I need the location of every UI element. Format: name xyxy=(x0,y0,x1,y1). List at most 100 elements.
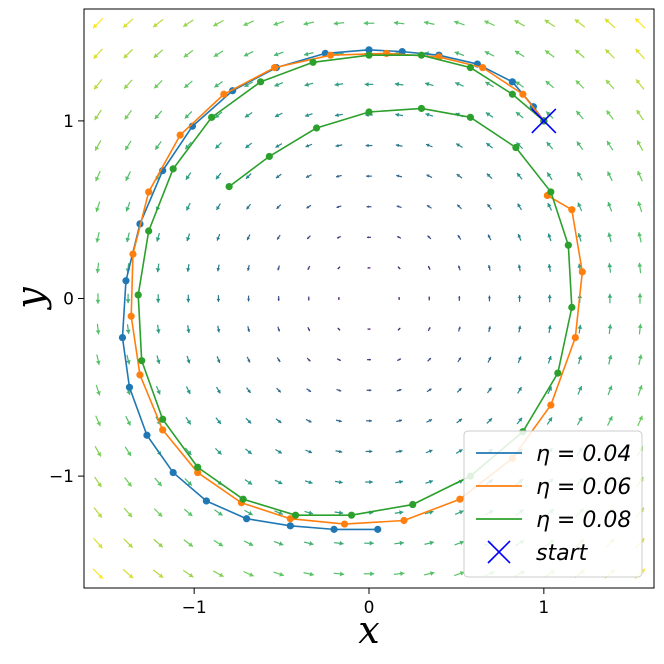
vector-arrow-head xyxy=(273,21,279,26)
vector-arrow xyxy=(95,354,101,366)
vector-arrow-head xyxy=(243,52,249,57)
vector-arrow-head xyxy=(398,327,401,330)
vector-arrow xyxy=(456,418,463,424)
vector-arrow xyxy=(274,82,284,87)
vector-arrow xyxy=(123,507,133,518)
vector-arrow xyxy=(277,326,281,332)
vector-arrow xyxy=(517,295,522,302)
vector-arrow-head xyxy=(336,174,339,178)
vector-arrow xyxy=(303,21,315,26)
vector-arrow xyxy=(637,415,643,427)
vector-arrow-head xyxy=(246,205,250,210)
vector-arrow-head xyxy=(125,237,131,243)
vector-arrow xyxy=(335,419,342,423)
vector-arrow xyxy=(636,140,644,151)
vector-arrow-head xyxy=(517,234,522,238)
vector-arrow-head xyxy=(486,173,491,178)
vector-arrow xyxy=(516,172,523,180)
vector-arrow-head xyxy=(308,419,312,423)
series-3 xyxy=(134,51,576,519)
vector-arrow-head xyxy=(365,143,369,148)
vector-arrow-head xyxy=(399,540,404,546)
vector-arrow xyxy=(337,266,341,270)
vector-arrow xyxy=(125,324,131,334)
vector-arrow-head xyxy=(277,359,281,362)
vector-arrow xyxy=(365,479,373,485)
vector-arrow-head xyxy=(277,389,281,393)
x-axis-label: x xyxy=(358,608,379,652)
data-point xyxy=(568,206,576,214)
vector-arrow-head xyxy=(246,236,250,241)
vector-arrow-head xyxy=(248,541,254,546)
vector-arrow-head xyxy=(245,144,250,149)
data-point xyxy=(326,51,335,59)
data-point xyxy=(220,90,228,98)
vector-arrow xyxy=(215,386,221,394)
vector-arrow-head xyxy=(396,174,400,178)
vector-arrow xyxy=(607,354,613,365)
vector-arrow xyxy=(366,388,372,392)
vector-arrow-head xyxy=(578,416,583,422)
vector-arrow-head xyxy=(455,81,460,87)
vector-arrow-head xyxy=(95,268,101,274)
vector-arrow-head xyxy=(305,143,310,148)
data-point xyxy=(159,426,167,434)
vector-arrow-head xyxy=(216,389,221,394)
vector-arrow-head xyxy=(126,451,131,457)
data-point xyxy=(512,143,520,152)
vector-arrow xyxy=(186,355,191,364)
legend-label: start xyxy=(536,541,589,566)
vector-arrow-head xyxy=(547,417,553,422)
vector-arrow-head xyxy=(428,479,433,484)
vector-arrow-head xyxy=(335,143,339,148)
vector-arrow xyxy=(517,233,522,241)
legend-label: η = 0.06 xyxy=(536,475,631,500)
vector-arrow xyxy=(275,143,283,148)
vector-arrow-head xyxy=(216,298,221,302)
vector-arrow-head xyxy=(215,175,220,180)
vector-arrow-head xyxy=(338,419,342,423)
vector-arrow-head xyxy=(547,264,552,268)
vector-arrow-head xyxy=(96,421,101,426)
vector-arrow xyxy=(486,173,493,180)
vector-arrow xyxy=(607,385,613,396)
vector-arrow xyxy=(393,571,405,577)
vector-arrow xyxy=(484,81,494,88)
vector-arrow xyxy=(393,20,405,26)
y-axis-label: y xyxy=(8,287,52,311)
vector-arrow xyxy=(125,293,131,304)
vector-arrow-head xyxy=(247,480,253,485)
series-2 xyxy=(127,49,586,528)
vector-arrow xyxy=(487,326,492,333)
vector-arrow-head xyxy=(188,542,193,547)
vector-arrow-head xyxy=(430,571,435,576)
vector-arrow-head xyxy=(304,51,309,57)
vector-arrow-head xyxy=(277,449,282,454)
vector-arrow-head xyxy=(334,82,339,87)
vector-arrow-head xyxy=(155,268,161,273)
vector-arrow xyxy=(427,235,432,240)
vector-arrow-head xyxy=(218,541,224,547)
data-point xyxy=(347,511,356,519)
vector-arrow-head xyxy=(546,111,551,116)
vector-arrow-head xyxy=(457,204,461,208)
vector-arrow-head xyxy=(95,207,100,212)
vector-arrow-head xyxy=(277,236,280,240)
vector-arrow xyxy=(426,418,433,423)
data-point xyxy=(239,495,247,503)
vector-arrow-head xyxy=(247,389,251,393)
vector-arrow xyxy=(152,569,164,579)
data-point xyxy=(330,525,338,533)
vector-arrow-head xyxy=(486,143,491,147)
vector-arrow xyxy=(216,356,221,364)
vector-arrow xyxy=(186,264,191,272)
vector-arrow-head xyxy=(308,358,311,362)
vector-arrow-head xyxy=(458,418,463,423)
data-point xyxy=(208,113,216,121)
vector-arrow-head xyxy=(454,51,460,56)
vector-arrow xyxy=(305,449,313,454)
data-point xyxy=(400,516,408,525)
vector-arrow-head xyxy=(369,540,374,546)
vector-arrow xyxy=(182,19,194,28)
